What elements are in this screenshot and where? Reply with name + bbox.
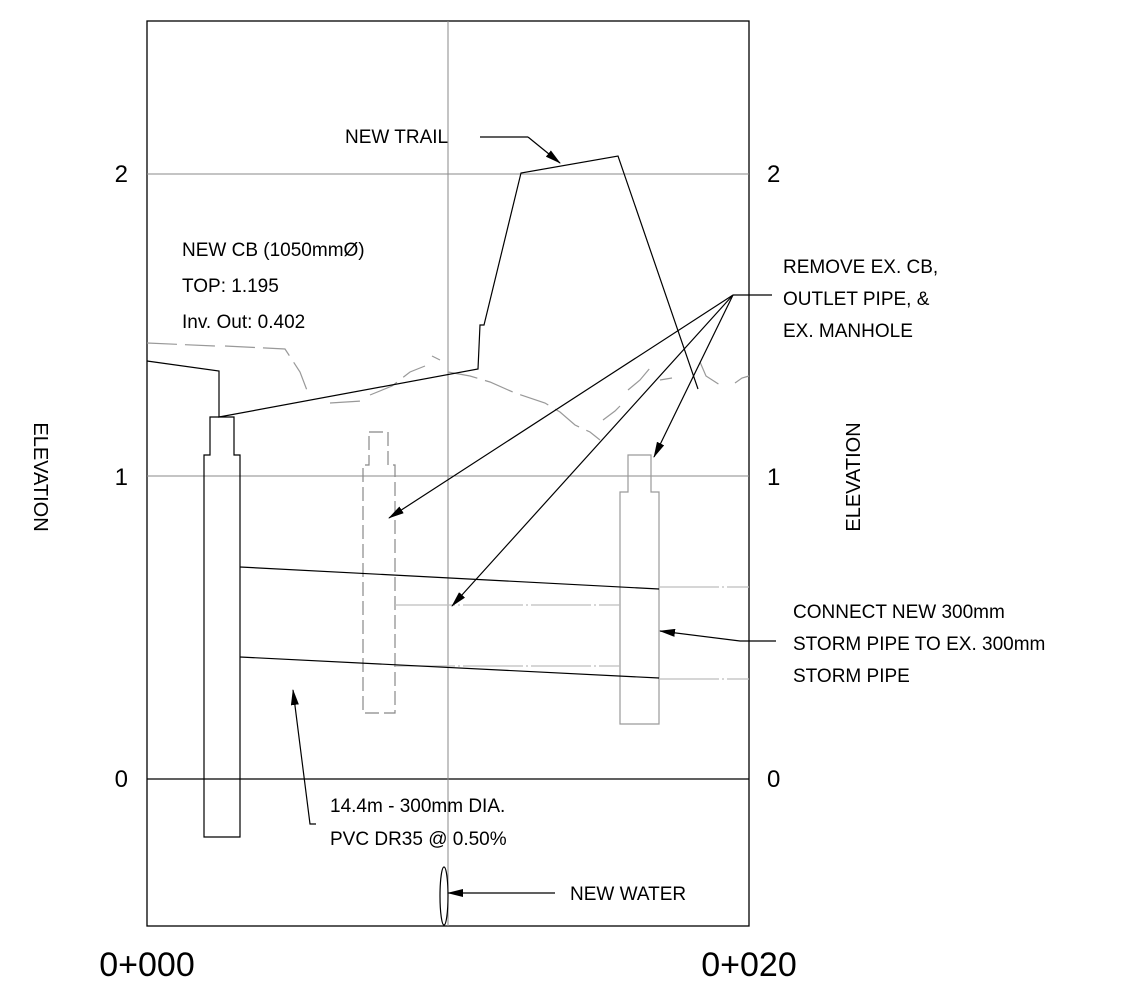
pipe-leader-arrow xyxy=(290,689,316,825)
note-remove-line-3: EX. MANHOLE xyxy=(783,321,913,342)
note-connect-line-3: STORM PIPE xyxy=(793,666,910,687)
elevation-axis-label-right: ELEVATION xyxy=(843,422,865,531)
elev-tick-left-0: 0 xyxy=(115,766,128,793)
note-new-trail: NEW TRAIL xyxy=(345,127,448,148)
trail-leader-arrow xyxy=(527,136,561,164)
elev-tick-right-2: 2 xyxy=(767,161,780,188)
connect-leader-arrow xyxy=(659,628,776,642)
new-water-main xyxy=(439,866,449,926)
note-connect-line-1: CONNECT NEW 300mm xyxy=(793,602,1005,623)
new-catch-basin xyxy=(203,416,241,838)
existing-ground-line xyxy=(146,342,750,441)
station-label-end: 0+020 xyxy=(701,946,797,984)
existing-manhole xyxy=(619,454,660,725)
remove-leader-arrow-manhole xyxy=(653,294,734,458)
new-pipe-invert xyxy=(239,656,660,679)
elev-tick-right-1: 1 xyxy=(767,464,780,491)
elev-tick-left-1: 1 xyxy=(115,464,128,491)
note-new-water: NEW WATER xyxy=(570,884,686,905)
elev-tick-left-2: 2 xyxy=(115,161,128,188)
remove-leader-arrow-pipe xyxy=(451,294,734,607)
remove-leader-arrow-cb xyxy=(388,294,734,519)
new-pipe-crown xyxy=(239,566,660,590)
note-connect-line-2: STORM PIPE TO EX. 300mm xyxy=(793,634,1045,655)
note-pipe-line-1: 14.4m - 300mm DIA. xyxy=(330,796,505,817)
note-remove-line-2: OUTLET PIPE, & xyxy=(783,289,930,310)
elevation-axis-label-left: ELEVATION xyxy=(29,422,51,531)
note-new-cb-line-3: Inv. Out: 0.402 xyxy=(182,312,305,333)
station-label-start: 0+000 xyxy=(99,946,195,984)
note-new-cb-line-1: NEW CB (1050mmØ) xyxy=(182,240,365,261)
new-trail-grade-line xyxy=(146,155,699,418)
note-pipe-line-2: PVC DR35 @ 0.50% xyxy=(330,829,507,850)
note-remove-line-1: REMOVE EX. CB, xyxy=(783,257,938,278)
elev-tick-right-0: 0 xyxy=(767,766,780,793)
note-new-cb-line-2: TOP: 1.195 xyxy=(182,276,279,297)
existing-catch-basin-dashed xyxy=(362,431,396,714)
